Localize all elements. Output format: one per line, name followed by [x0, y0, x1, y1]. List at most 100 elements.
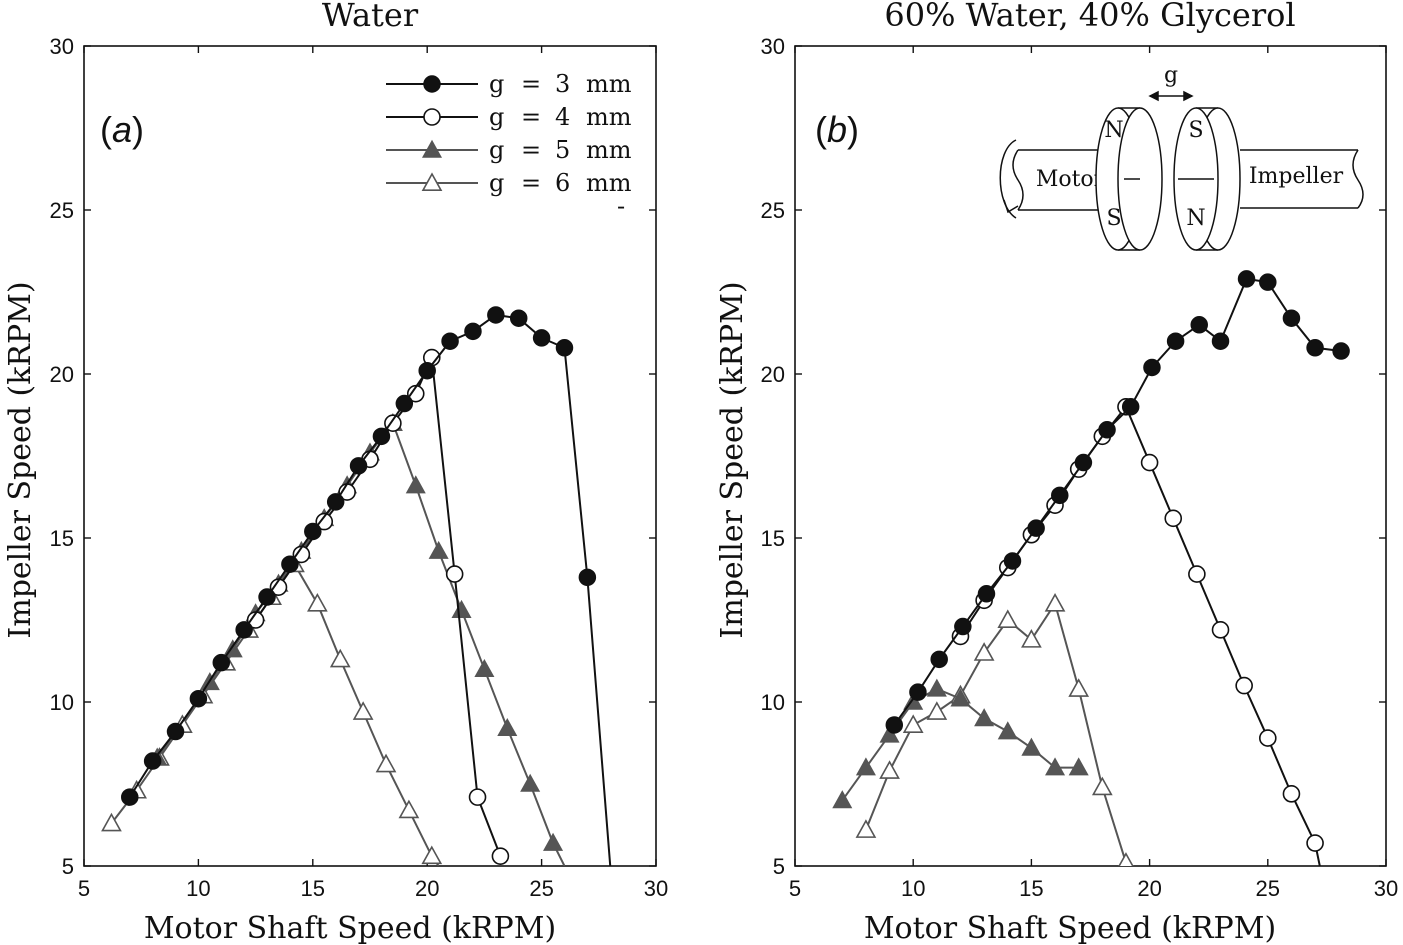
- x-tick-label: 15: [1019, 876, 1043, 901]
- data-point: [1306, 339, 1324, 357]
- y-tick-label: 20: [761, 362, 785, 387]
- data-point: [1098, 421, 1116, 439]
- data-point: [1235, 676, 1253, 695]
- legend-label: g: [489, 103, 504, 131]
- panel-a: Water 5 10 15 20 25 30 5 10 15 20 25 30 (a) Motor S…: [3, 0, 668, 945]
- impeller-shaft: [1240, 149, 1358, 209]
- data-point: [1068, 678, 1090, 697]
- x-tick-label: 10: [901, 876, 925, 901]
- legend-label: mm: [586, 103, 632, 131]
- legend-label: =: [521, 103, 541, 131]
- data-point: [421, 845, 443, 865]
- data-point: [329, 648, 351, 668]
- legend-marker: [423, 108, 441, 126]
- data-point: [445, 565, 464, 583]
- data-point: [520, 773, 541, 792]
- x-tick-label: 5: [789, 876, 801, 901]
- legend-entry: g = 4 mm: [386, 103, 632, 131]
- data-point: [954, 617, 972, 636]
- plot-frame-b: [794, 45, 1387, 867]
- data-point: [451, 599, 472, 618]
- gap-label: g: [1164, 63, 1178, 88]
- data-point: [398, 799, 420, 819]
- y-axis-label-b: Impeller Speed (kRPM): [715, 281, 750, 638]
- data-point: [1091, 776, 1113, 796]
- data-point: [487, 306, 505, 324]
- data-point: [1282, 309, 1301, 327]
- data-point: [304, 522, 322, 541]
- series-line: [110, 562, 440, 866]
- data-point: [555, 339, 574, 357]
- impeller-label: Impeller: [1249, 164, 1344, 189]
- data-point: [532, 329, 551, 347]
- chart-title-b: 60% Water, 40% Glycerol: [884, 0, 1295, 34]
- data-point: [281, 555, 299, 573]
- data-point: [879, 724, 900, 743]
- legend-label: 4: [555, 103, 570, 131]
- data-point: [474, 658, 495, 678]
- data-point: [855, 757, 876, 776]
- y-tick-label: 15: [761, 526, 785, 551]
- legend-entry: g = 3 mm: [386, 70, 632, 98]
- y-tick-label: 25: [50, 198, 74, 223]
- data-point: [832, 790, 853, 809]
- data-point: [428, 540, 449, 559]
- legend-entry: g = 5 mm: [386, 136, 632, 164]
- data-point: [1021, 737, 1042, 756]
- series-g-5mm: [147, 412, 566, 866]
- legend-entry: g = 6 mm: [386, 169, 632, 197]
- data-point: [902, 714, 924, 733]
- data-point: [543, 832, 564, 851]
- data-point: [1190, 316, 1208, 334]
- data-point: [143, 752, 162, 770]
- coupling-diagram: g Motor N S S N Impe: [999, 63, 1364, 251]
- data-point: [1027, 519, 1045, 537]
- motor-south-label: S: [1106, 206, 1121, 231]
- data-point: [307, 592, 328, 612]
- data-point: [352, 701, 374, 720]
- legend-marker: [421, 172, 443, 191]
- series-g-3mm: [885, 270, 1350, 734]
- data-point: [909, 683, 927, 701]
- data-point: [395, 394, 414, 413]
- legend-label: mm: [586, 169, 632, 197]
- data-point: [973, 642, 995, 661]
- data-point: [326, 493, 345, 511]
- impeller-magnet-rim: [1196, 107, 1218, 251]
- series-line: [864, 601, 1127, 864]
- data-point: [926, 678, 947, 697]
- y-tick-label: 10: [50, 690, 74, 715]
- series-line: [959, 404, 1321, 866]
- data-point: [1332, 342, 1350, 360]
- data-point: [418, 361, 436, 380]
- data-point: [1188, 565, 1206, 583]
- x-tick-label: 30: [1374, 876, 1398, 901]
- legend: g = 3 mmg = 4 mmg = 5 mmg = 6 mm-: [386, 70, 632, 220]
- data-point: [1140, 453, 1159, 472]
- panel-label-b: (b): [815, 109, 859, 150]
- motor-north-label: N: [1104, 118, 1123, 143]
- data-point: [1306, 834, 1324, 852]
- x-tick-label: 20: [1137, 876, 1161, 901]
- data-point: [1003, 552, 1022, 570]
- data-point: [375, 753, 397, 773]
- legend-label: 6: [555, 169, 570, 197]
- data-point: [1143, 358, 1161, 377]
- motor-shaft-break: [1012, 149, 1024, 211]
- chart-title-a: Water: [322, 0, 419, 34]
- legend-label: mm: [586, 136, 632, 164]
- data-point: [258, 588, 276, 606]
- series-g-3mm: [121, 306, 612, 866]
- data-point: [977, 585, 996, 603]
- legend-label: mm: [586, 70, 632, 98]
- data-point: [405, 475, 426, 494]
- impeller-north-label: N: [1186, 206, 1205, 231]
- data-point: [468, 788, 487, 806]
- series-group-a: [101, 306, 612, 866]
- y-tick-label: 5: [62, 854, 74, 879]
- legend-label: g: [489, 70, 504, 98]
- data-point: [1021, 629, 1042, 648]
- y-tick-label: 30: [761, 34, 785, 59]
- y-tick-label: 10: [761, 690, 785, 715]
- data-point: [855, 819, 877, 838]
